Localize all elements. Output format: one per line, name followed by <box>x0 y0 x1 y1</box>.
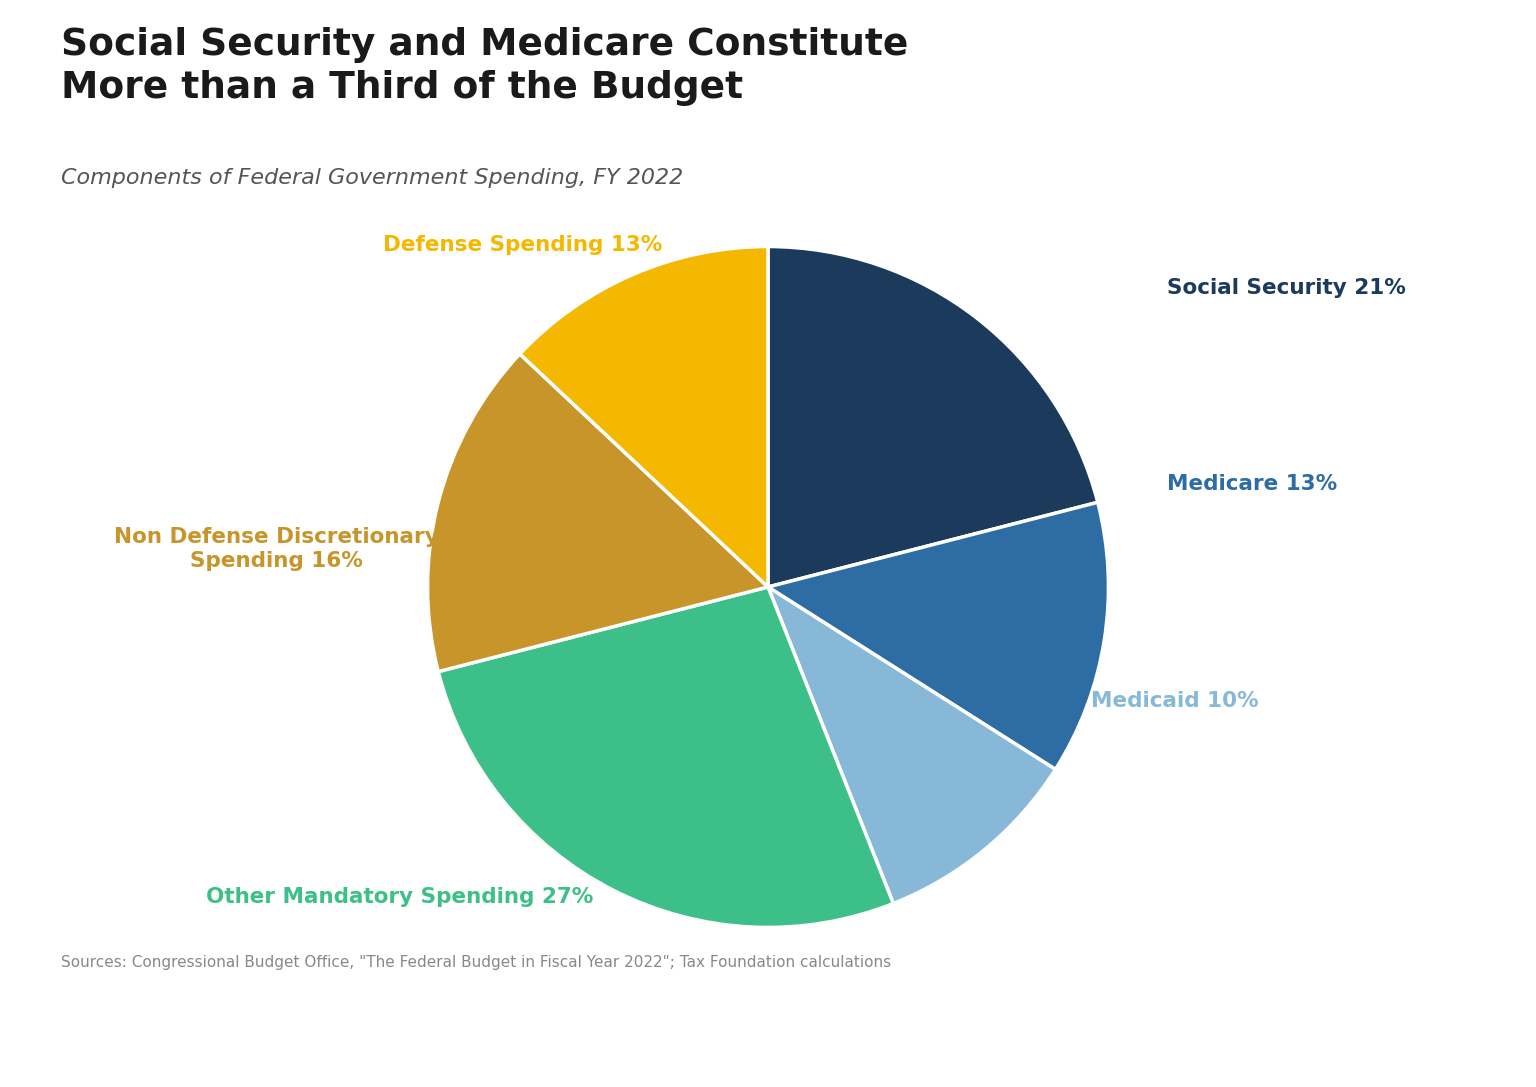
Wedge shape <box>427 354 768 672</box>
Text: Medicaid 10%: Medicaid 10% <box>1091 691 1258 711</box>
Text: Other Mandatory Spending 27%: Other Mandatory Spending 27% <box>206 887 593 907</box>
Text: @TaxFoundation: @TaxFoundation <box>1284 1038 1502 1062</box>
Text: Non Defense Discretionary
Spending 16%: Non Defense Discretionary Spending 16% <box>114 526 439 572</box>
Text: Sources: Congressional Budget Office, "The Federal Budget in Fiscal Year 2022"; : Sources: Congressional Budget Office, "T… <box>61 954 891 970</box>
Wedge shape <box>519 247 768 587</box>
Wedge shape <box>768 502 1109 770</box>
Text: TAX FOUNDATION: TAX FOUNDATION <box>34 1038 269 1062</box>
Text: Social Security 21%: Social Security 21% <box>1167 278 1405 298</box>
Text: Components of Federal Government Spending, FY 2022: Components of Federal Government Spendin… <box>61 168 684 188</box>
Text: Social Security and Medicare Constitute
More than a Third of the Budget: Social Security and Medicare Constitute … <box>61 27 909 107</box>
Text: Defense Spending 13%: Defense Spending 13% <box>382 235 662 254</box>
Wedge shape <box>438 587 894 927</box>
Wedge shape <box>768 587 1055 903</box>
Wedge shape <box>768 247 1098 587</box>
Text: Medicare 13%: Medicare 13% <box>1167 474 1338 493</box>
